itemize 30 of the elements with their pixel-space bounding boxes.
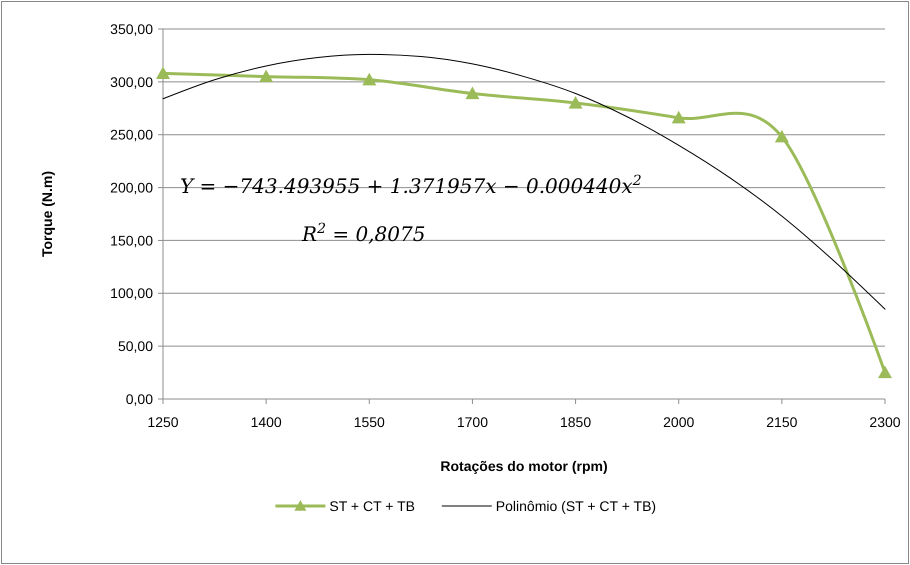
x-tick-label: 2000	[663, 414, 694, 430]
x-tick-label: 2150	[766, 414, 798, 430]
y-tick-label: 350,00	[110, 20, 154, 37]
y-tick-label: 150,00	[110, 232, 154, 248]
x-axis-title: Rotações do motor (rpm)	[440, 458, 608, 474]
y-tick-label: 50,00	[118, 338, 154, 354]
point	[465, 86, 480, 100]
y-tick-label: 250,00	[110, 126, 154, 143]
y-tick-label: 0,00	[126, 390, 154, 407]
point	[774, 130, 789, 142]
y-tick-label: 200,00	[110, 179, 154, 196]
annotation: R$^{2}$ = 0,8075	[301, 221, 426, 246]
x-tick-label: 1700	[456, 414, 488, 430]
point	[672, 110, 686, 124]
y-tick-label: 300,00	[110, 74, 154, 90]
point	[259, 70, 274, 82]
x-tick-label: 1400	[250, 414, 282, 430]
legend-label: ST + CT + TB	[329, 498, 415, 514]
x-tick-label: 1250	[147, 414, 179, 430]
legend-label: Polinômio (ST + CT + TB)	[496, 498, 656, 514]
x-tick-label: 1850	[560, 414, 592, 430]
point	[362, 72, 376, 86]
point	[878, 366, 892, 378]
y-axis-title: Torque (N.m)	[39, 170, 55, 258]
point	[156, 66, 170, 79]
x-tick-label: 2300	[869, 414, 901, 430]
point	[568, 96, 583, 109]
x-tick-label: 1550	[354, 414, 386, 430]
annotation: Y = −743.493955 + 1.371957x − 0.000440x$^{2}$	[180, 173, 642, 198]
y-tick-label: 100,00	[110, 285, 154, 302]
